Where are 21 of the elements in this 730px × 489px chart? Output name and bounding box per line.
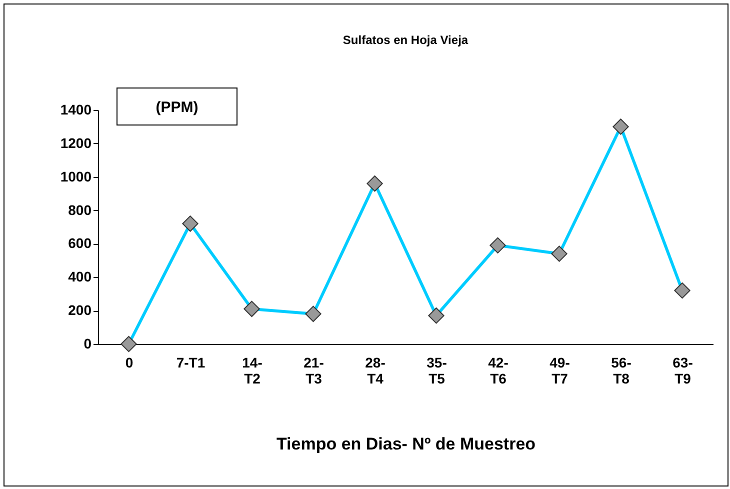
y-tick-label: 600 [68,235,92,252]
x-tick-label: 14- T2 [242,354,263,386]
y-axis-title: (PPM) [156,99,198,116]
x-axis-title: Tiempo en Dias- Nº de Muestreo [276,434,536,454]
x-tick-label: 49- T7 [550,354,570,386]
x-tick-label: 0 [125,354,134,370]
y-tick-label: 1200 [60,134,92,151]
y-tick-label: 400 [68,268,92,285]
chart-title: Sulfatos en Hoja Vieja [342,33,468,47]
y-tick-label: 1000 [60,168,92,184]
x-tick-label: 42- T6 [488,354,509,386]
x-tick-label: 63- T9 [672,354,694,386]
y-tick-label: 0 [84,336,92,352]
y-tick-label: 800 [68,202,92,218]
y-tick-label: 200 [68,302,92,318]
x-tick-label: 56- T8 [611,354,632,386]
x-tick-label: 28- T4 [365,354,386,386]
x-tick-label: 21- T3 [304,354,324,386]
y-tick-label: 1400 [60,102,92,118]
x-tick-label: 7-T1 [176,354,206,370]
x-tick-label: 35- T5 [426,354,448,386]
